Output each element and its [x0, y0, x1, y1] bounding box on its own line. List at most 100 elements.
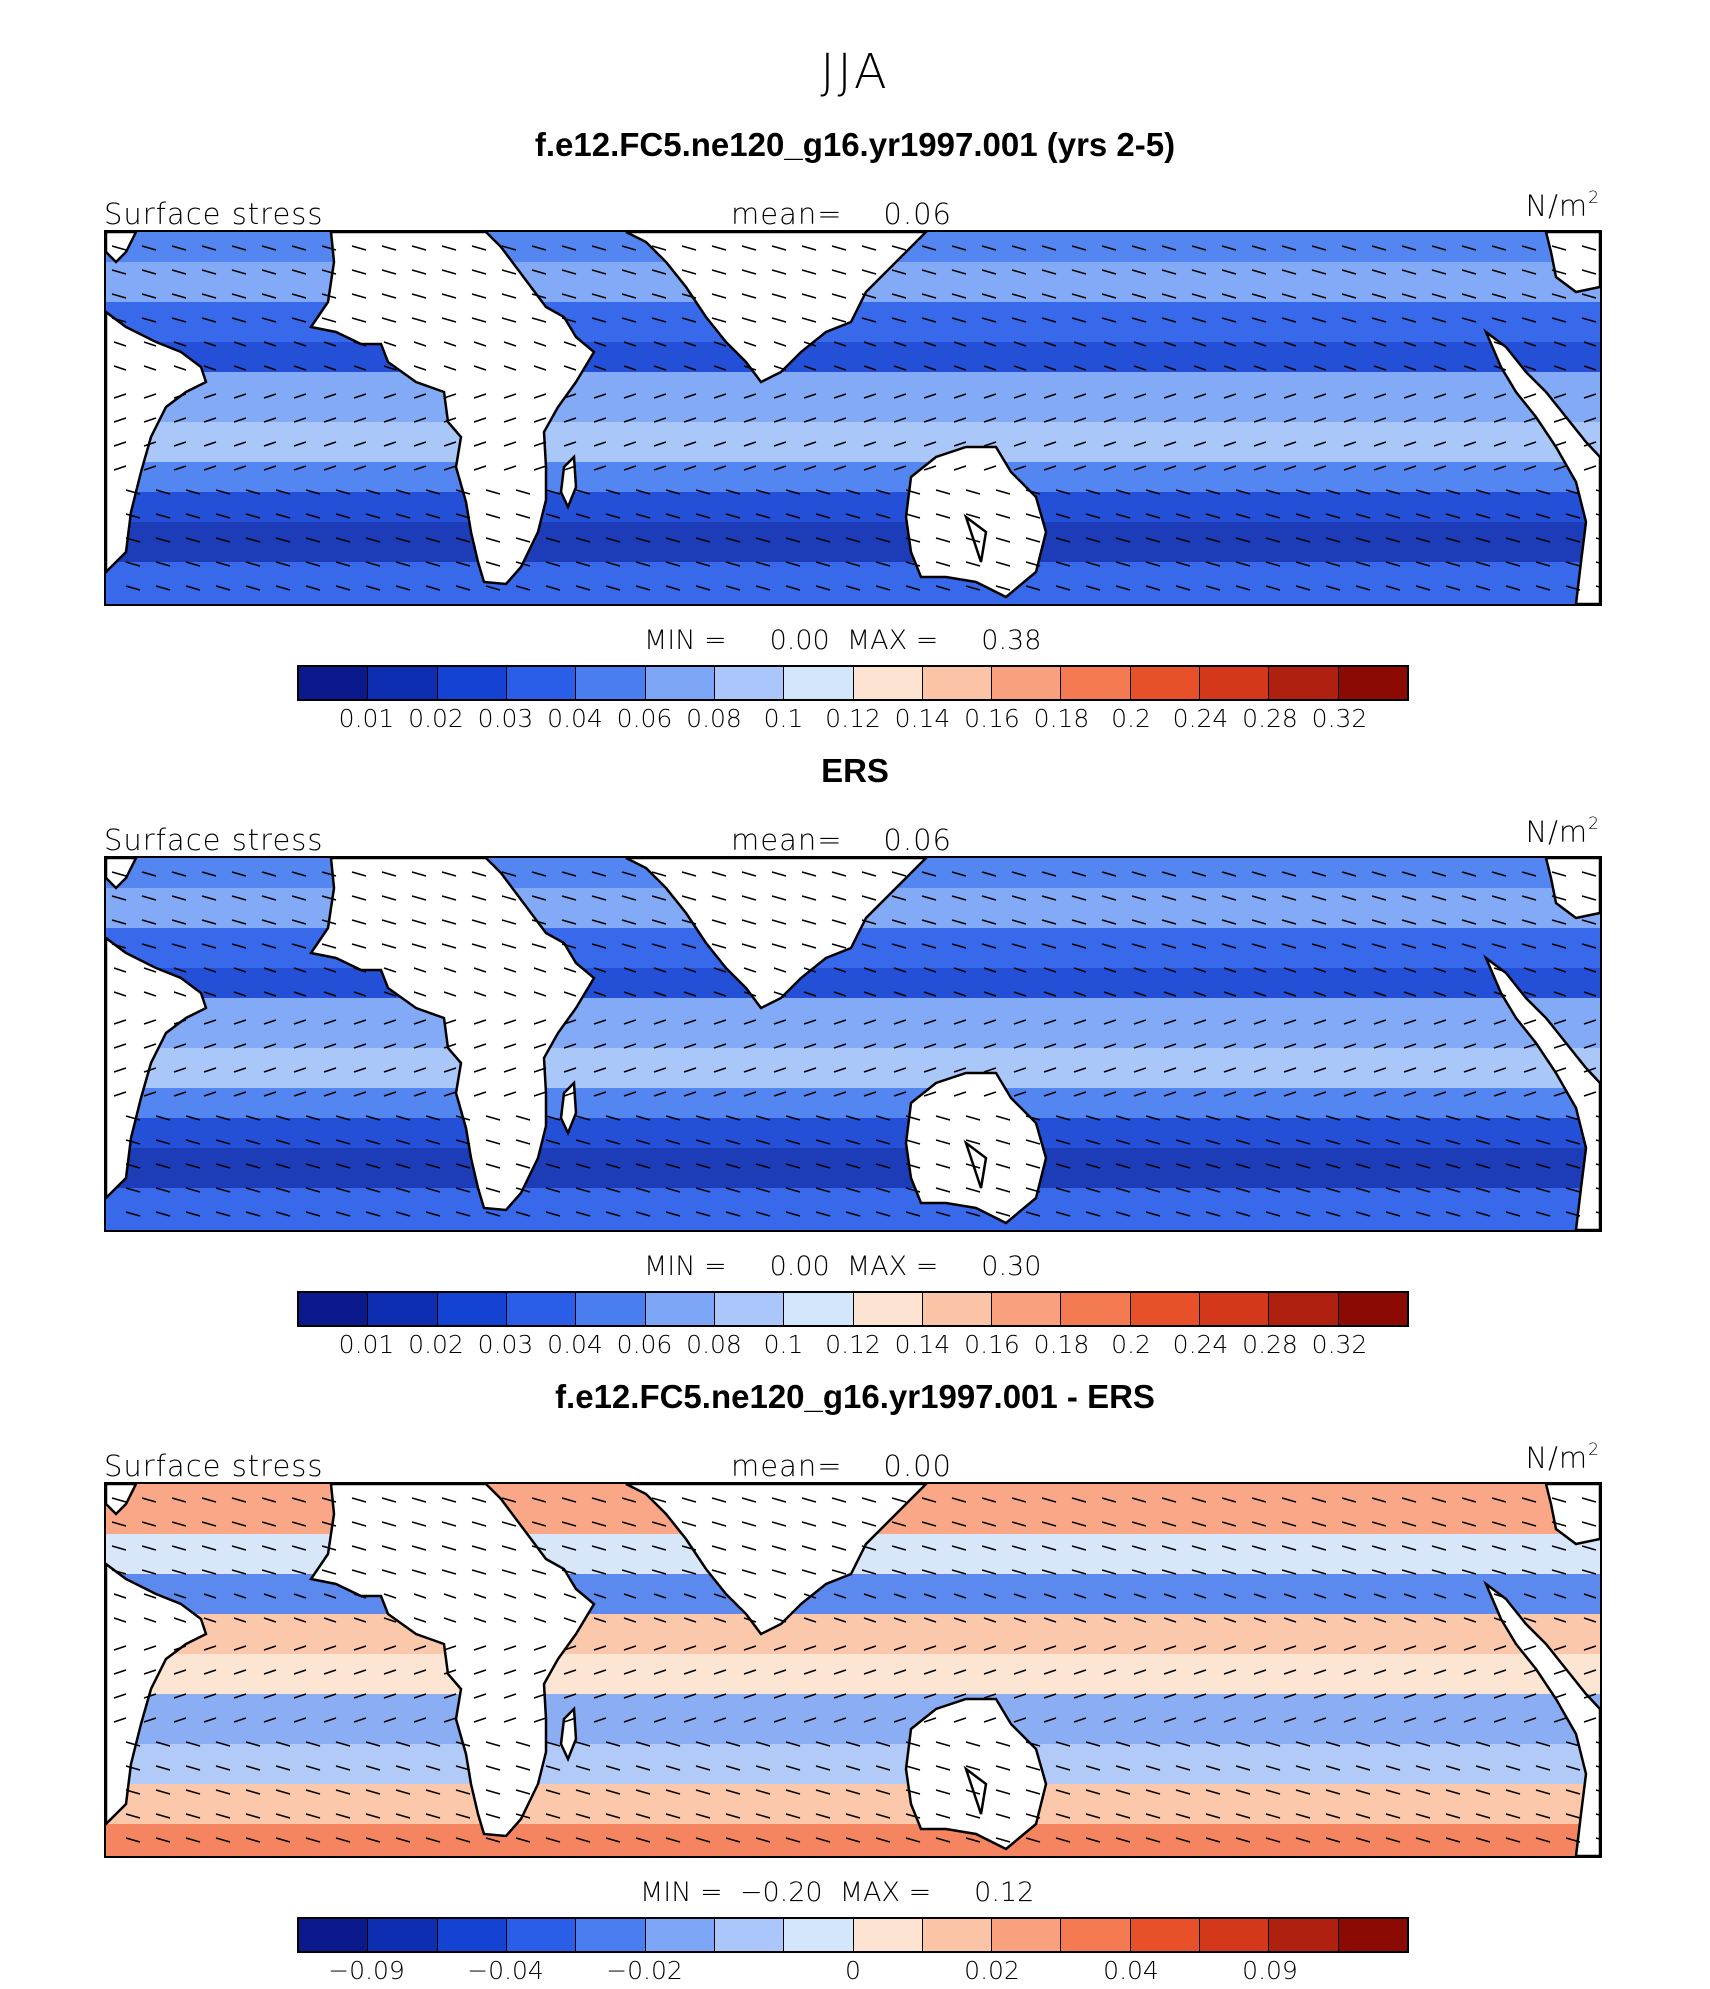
colorbar-swatch — [1338, 1293, 1407, 1325]
colorbar-swatch — [1269, 667, 1339, 699]
colorbar-tick-label: 0.01 — [338, 704, 395, 733]
colorbar-swatch — [714, 1919, 785, 1951]
colorbar-tick-label: −0.09 — [328, 1956, 405, 1985]
colorbar-tick-label: 0.12 — [825, 704, 881, 733]
colorbar-tick-label: 0 — [845, 1956, 861, 1985]
colorbar-swatch — [576, 667, 646, 699]
colorbar-swatch — [1338, 1919, 1407, 1951]
colorbar-swatch — [645, 667, 715, 699]
colorbar-swatch — [299, 1293, 369, 1325]
colorbar-tick-label: 0.06 — [616, 1330, 673, 1359]
figure-title: JJA — [820, 44, 890, 100]
colorbar-tick-label: 0.14 — [894, 704, 951, 733]
colorbar-ticks: 0.01 0.02 0.03 0.04 0.06 0.08 0.1 0.12 0.14 0.16 0… — [297, 704, 1409, 738]
min-max-label: MIN = −0.20 MAX = 0.12 — [640, 1877, 1035, 1908]
colorbar-swatch — [506, 667, 577, 699]
colorbar-swatch — [1130, 667, 1201, 699]
variable-label: Surface stress — [104, 823, 324, 857]
colorbar-swatch — [714, 667, 785, 699]
colorbar-swatch — [853, 667, 923, 699]
colorbar-tick-label: 0.04 — [547, 1330, 603, 1359]
colorbar-swatch — [299, 667, 369, 699]
units-label: N/m2 — [1525, 1440, 1600, 1475]
colorbar-swatch — [1200, 1919, 1270, 1951]
colorbar-swatch — [1269, 1293, 1339, 1325]
colorbar-ticks: 0.01 0.02 0.03 0.04 0.06 0.08 0.1 0.12 0.14 0.16 0… — [297, 1330, 1409, 1364]
colorbar-tick-label: 0.24 — [1172, 1330, 1229, 1359]
colorbar-swatch — [1200, 1293, 1270, 1325]
colorbar-swatch — [922, 1919, 993, 1951]
colorbar-swatch — [1061, 1919, 1131, 1951]
colorbar-tick-label: 0.28 — [1242, 704, 1298, 733]
panel-title: f.e12.FC5.ne120_g16.yr1997.001 (yrs 2-5) — [534, 126, 1176, 163]
colorbar-swatch — [299, 1919, 369, 1951]
panel-title: ERS — [821, 752, 889, 789]
colorbar-swatch — [645, 1919, 715, 1951]
colorbar-swatch — [368, 1293, 438, 1325]
colorbar-swatch — [506, 1293, 577, 1325]
colorbar-tick-label: 0.18 — [1033, 704, 1090, 733]
colorbar-tick-label: 0.01 — [338, 1330, 395, 1359]
mean-label: mean= 0.06 — [731, 197, 952, 231]
map-difference — [104, 1482, 1602, 1858]
colorbar-swatch — [992, 1919, 1062, 1951]
units-label: N/m2 — [1525, 814, 1600, 849]
colorbar — [297, 1917, 1409, 1953]
colorbar-swatch — [922, 667, 993, 699]
colorbar-tick-label: 0.14 — [894, 1330, 951, 1359]
colorbar-tick-label: 0.09 — [1242, 1956, 1298, 1985]
min-max-label: MIN = 0.00 MAX = 0.38 — [644, 625, 1042, 656]
colorbar-swatch — [437, 667, 507, 699]
variable-label: Surface stress — [104, 1449, 324, 1483]
colorbar-swatch — [784, 1293, 854, 1325]
colorbar-swatch — [437, 1919, 507, 1951]
colorbar-tick-label: 0.08 — [686, 1330, 742, 1359]
colorbar-swatch — [576, 1919, 646, 1951]
colorbar-ticks: −0.09 −0.04 −0.02 0 0.02 0.04 0.09 — [297, 1956, 1409, 1988]
colorbar-swatch — [1061, 1293, 1131, 1325]
map-model — [104, 230, 1602, 606]
colorbar-tick-label: 0.32 — [1311, 1330, 1368, 1359]
colorbar-tick-label: 0.16 — [964, 1330, 1020, 1359]
colorbar-swatch — [437, 1293, 507, 1325]
colorbar-swatch — [992, 667, 1062, 699]
colorbar-swatch — [784, 667, 854, 699]
colorbar-swatch — [853, 1293, 923, 1325]
colorbar-swatch — [1061, 667, 1131, 699]
colorbar-swatch — [1200, 667, 1270, 699]
colorbar-swatch — [784, 1919, 854, 1951]
colorbar-swatch — [506, 1919, 577, 1951]
colorbar — [297, 665, 1409, 701]
colorbar-swatch — [1269, 1919, 1339, 1951]
colorbar-tick-label: 0.1 — [763, 704, 804, 733]
units-label: N/m2 — [1525, 188, 1600, 223]
colorbar-tick-label: 0.02 — [408, 1330, 464, 1359]
colorbar-tick-label: 0.1 — [763, 1330, 804, 1359]
colorbar-swatch — [1130, 1919, 1201, 1951]
colorbar-tick-label: 0.03 — [477, 704, 534, 733]
colorbar-swatch — [1130, 1293, 1201, 1325]
colorbar — [297, 1291, 1409, 1327]
colorbar-tick-label: −0.04 — [467, 1956, 544, 1985]
colorbar-swatch — [1338, 667, 1407, 699]
colorbar-tick-label: 0.2 — [1111, 704, 1151, 733]
colorbar-swatch — [992, 1293, 1062, 1325]
colorbar-tick-label: 0.08 — [686, 704, 742, 733]
colorbar-tick-label: 0.24 — [1172, 704, 1229, 733]
colorbar-tick-label: 0.16 — [964, 704, 1020, 733]
panel-title: f.e12.FC5.ne120_g16.yr1997.001 - ERS — [555, 1378, 1155, 1415]
mean-label: mean= 0.06 — [731, 823, 952, 857]
colorbar-tick-label: 0.04 — [547, 704, 603, 733]
colorbar-tick-label: 0.03 — [477, 1330, 534, 1359]
colorbar-tick-label: 0.02 — [408, 704, 464, 733]
colorbar-swatch — [922, 1293, 993, 1325]
min-max-label: MIN = 0.00 MAX = 0.30 — [644, 1251, 1042, 1282]
colorbar-tick-label: 0.32 — [1311, 704, 1368, 733]
colorbar-swatch — [368, 667, 438, 699]
colorbar-tick-label: 0.04 — [1103, 1956, 1159, 1985]
colorbar-tick-label: −0.02 — [606, 1956, 683, 1985]
colorbar-swatch — [853, 1919, 923, 1951]
mean-label: mean= 0.00 — [731, 1449, 952, 1483]
colorbar-tick-label: 0.18 — [1033, 1330, 1090, 1359]
colorbar-swatch — [714, 1293, 785, 1325]
